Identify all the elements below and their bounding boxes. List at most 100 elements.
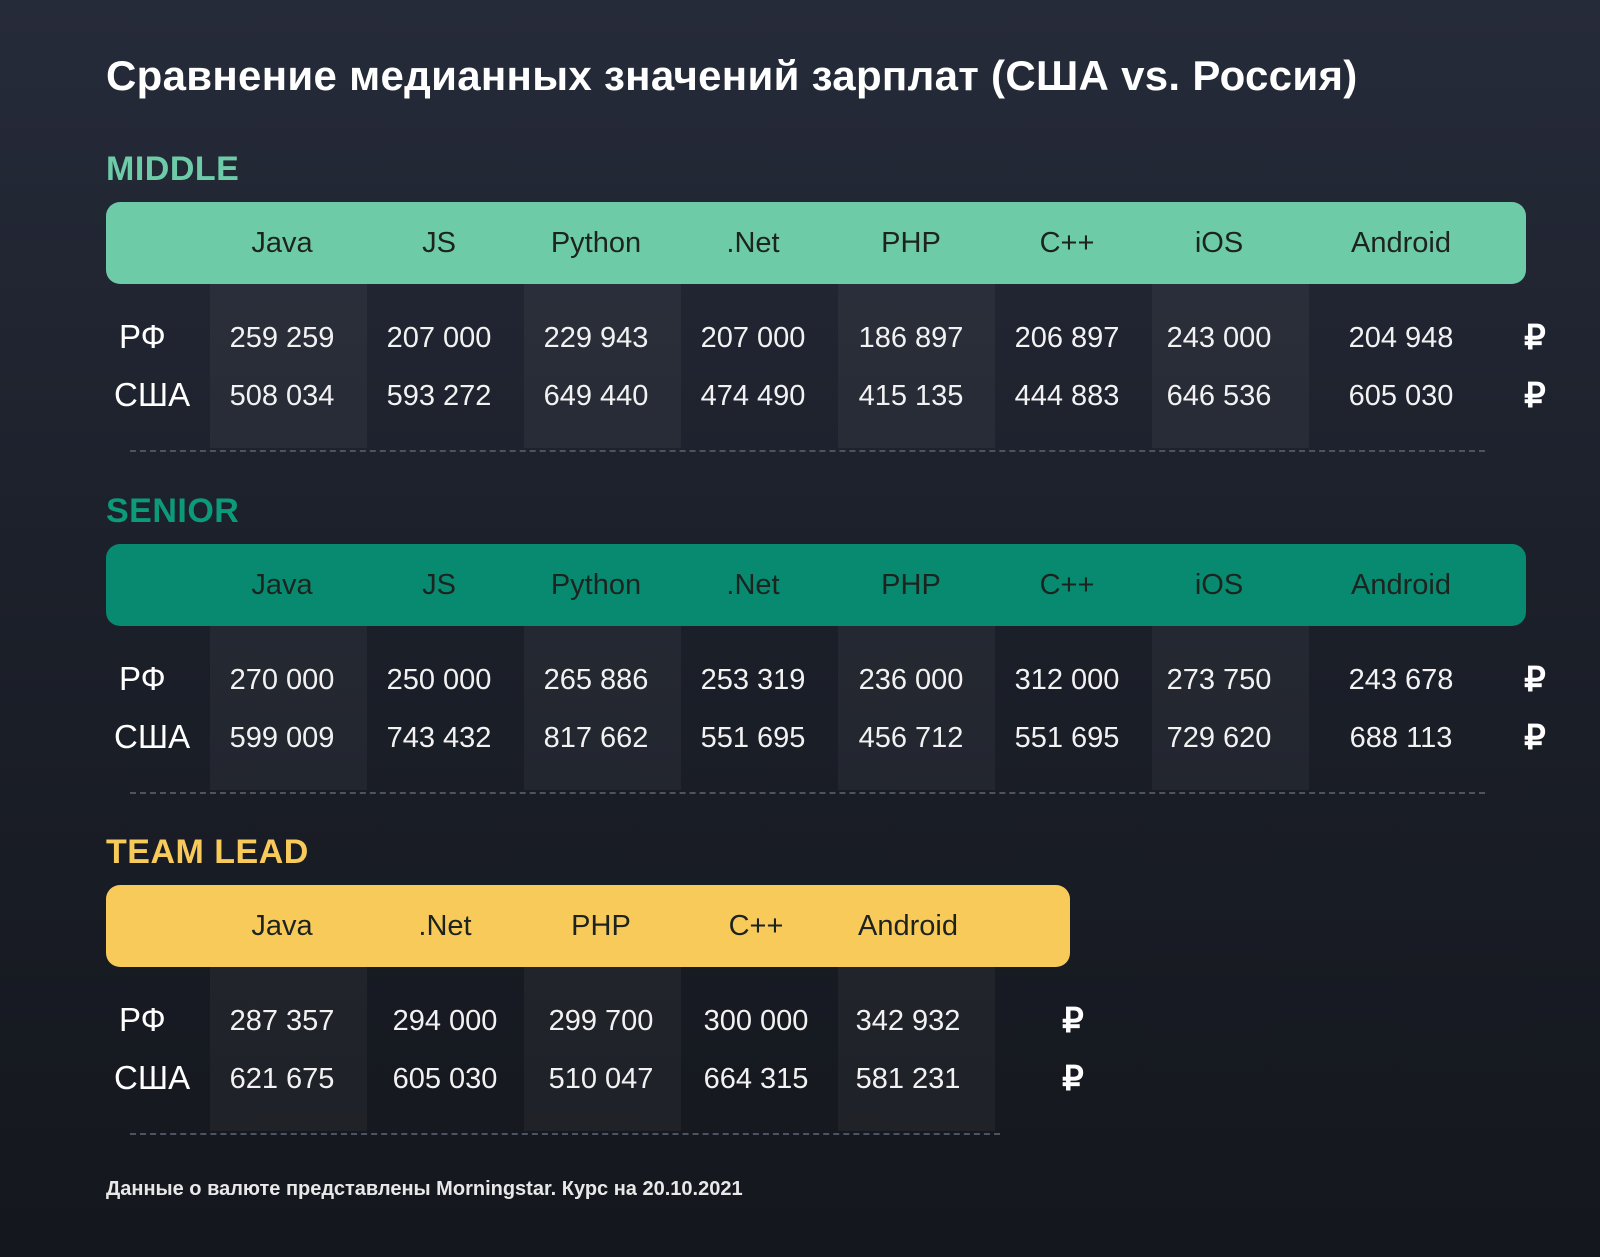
- table-cell: 265 886: [543, 664, 649, 696]
- table-cell: 250 000: [386, 664, 492, 696]
- column-header: Java: [251, 569, 313, 601]
- column-header: PHP: [881, 227, 941, 259]
- column-header: Python: [550, 569, 642, 601]
- column-shade: [524, 967, 681, 1131]
- currency-sign: ₽: [1524, 719, 1546, 757]
- table-cell: 300 000: [703, 1005, 809, 1037]
- column-header: PHP: [571, 910, 631, 942]
- column-shade: [524, 284, 681, 448]
- row-label: США: [114, 718, 191, 755]
- column-header: JS: [422, 569, 456, 601]
- table-cell: 299 700: [548, 1005, 654, 1037]
- table-cell: 605 030: [392, 1063, 498, 1095]
- table-cell: 649 440: [543, 380, 649, 412]
- table-cell: 605 030: [1348, 380, 1454, 412]
- section-divider: [130, 1133, 1000, 1135]
- row-label: США: [114, 1059, 191, 1096]
- column-shade: [1152, 284, 1309, 448]
- table-cell: 342 932: [855, 1005, 961, 1037]
- team-lead-header-bar: Java .Net PHP C++ Android: [106, 885, 1070, 967]
- section-middle: MIDDLE Java JS Python .Net PHP C++ iOS Android РФ…: [0, 150, 1600, 460]
- column-header: Android: [1351, 227, 1451, 259]
- table-cell: 236 000: [858, 664, 964, 696]
- table-cell: 253 319: [700, 664, 806, 696]
- currency-sign: ₽: [1524, 377, 1546, 415]
- column-shade: [838, 967, 995, 1131]
- column-header: Java: [251, 910, 313, 942]
- column-header: PHP: [881, 569, 941, 601]
- footnote: Данные о валюте представлены Morningstar…: [106, 1178, 743, 1200]
- column-shade: [210, 284, 367, 448]
- table-cell: 294 000: [392, 1005, 498, 1037]
- table-cell: 817 662: [543, 722, 649, 754]
- senior-header-bar: Java JS Python .Net PHP C++ iOS Android: [106, 544, 1526, 626]
- table-cell: 204 948: [1348, 322, 1454, 354]
- column-shade: [838, 626, 995, 790]
- column-shade: [1152, 626, 1309, 790]
- table-cell: 729 620: [1166, 722, 1272, 754]
- currency-sign: ₽: [1524, 319, 1546, 357]
- section-team-lead: TEAM LEAD Java .Net PHP C++ Android РФ 287 357 2…: [0, 833, 1600, 1143]
- row-label: РФ: [119, 318, 166, 355]
- table-cell: 229 943: [543, 322, 649, 354]
- senior-title: SENIOR: [106, 492, 240, 530]
- table-cell: 688 113: [1349, 722, 1453, 754]
- table-cell: 743 432: [386, 722, 492, 754]
- column-header: JS: [422, 227, 456, 259]
- table-cell: 415 135: [858, 380, 964, 412]
- table-cell: 621 675: [229, 1063, 335, 1095]
- table-cell: 259 259: [229, 322, 335, 354]
- section-divider: [130, 792, 1485, 794]
- column-header: .Net: [418, 910, 472, 942]
- currency-sign: ₽: [1062, 1002, 1084, 1040]
- column-shade: [210, 626, 367, 790]
- table-cell: 474 490: [700, 380, 806, 412]
- row-label: США: [114, 376, 191, 413]
- middle-header-bar: Java JS Python .Net PHP C++ iOS Android: [106, 202, 1526, 284]
- table-cell: 270 000: [229, 664, 335, 696]
- section-senior: SENIOR Java JS Python .Net PHP C++ iOS Android РФ…: [0, 492, 1600, 802]
- table-cell: 186 897: [858, 322, 964, 354]
- middle-title: MIDDLE: [106, 150, 240, 188]
- table-cell: 207 000: [386, 322, 492, 354]
- page-title: Сравнение медианных значений зарплат (СШ…: [106, 52, 1358, 99]
- table-cell: 551 695: [700, 722, 806, 754]
- column-header: Android: [1351, 569, 1451, 601]
- table-cell: 207 000: [700, 322, 806, 354]
- table-cell: 581 231: [855, 1063, 961, 1095]
- table-cell: 287 357: [229, 1005, 335, 1037]
- table-cell: 206 897: [1014, 322, 1120, 354]
- table-cell: 456 712: [858, 722, 964, 754]
- column-header: .Net: [726, 569, 780, 601]
- column-shade: [524, 626, 681, 790]
- table-cell: 646 536: [1166, 380, 1272, 412]
- row-label: РФ: [119, 660, 166, 697]
- table-cell: 243 678: [1348, 664, 1454, 696]
- team-lead-title: TEAM LEAD: [106, 833, 309, 871]
- column-header: C++: [1039, 227, 1095, 259]
- column-header: iOS: [1194, 227, 1244, 259]
- table-cell: 599 009: [229, 722, 335, 754]
- table-cell: 508 034: [229, 380, 335, 412]
- table-cell: 551 695: [1014, 722, 1120, 754]
- column-header: .Net: [726, 227, 780, 259]
- table-cell: 312 000: [1014, 664, 1120, 696]
- column-header: Python: [550, 227, 642, 259]
- column-header: Java: [251, 227, 313, 259]
- table-cell: 444 883: [1014, 380, 1120, 412]
- row-label: РФ: [119, 1001, 166, 1038]
- currency-sign: ₽: [1524, 661, 1546, 699]
- column-shade: [210, 967, 367, 1131]
- column-header: C++: [728, 910, 784, 942]
- section-divider: [130, 450, 1485, 452]
- table-cell: 273 750: [1166, 664, 1272, 696]
- column-header: Android: [858, 910, 958, 942]
- column-header: C++: [1039, 569, 1095, 601]
- column-header: iOS: [1194, 569, 1244, 601]
- table-cell: 243 000: [1166, 322, 1272, 354]
- table-cell: 510 047: [548, 1063, 654, 1095]
- table-cell: 593 272: [386, 380, 492, 412]
- column-shade: [838, 284, 995, 448]
- currency-sign: ₽: [1062, 1060, 1084, 1098]
- table-cell: 664 315: [703, 1063, 809, 1095]
